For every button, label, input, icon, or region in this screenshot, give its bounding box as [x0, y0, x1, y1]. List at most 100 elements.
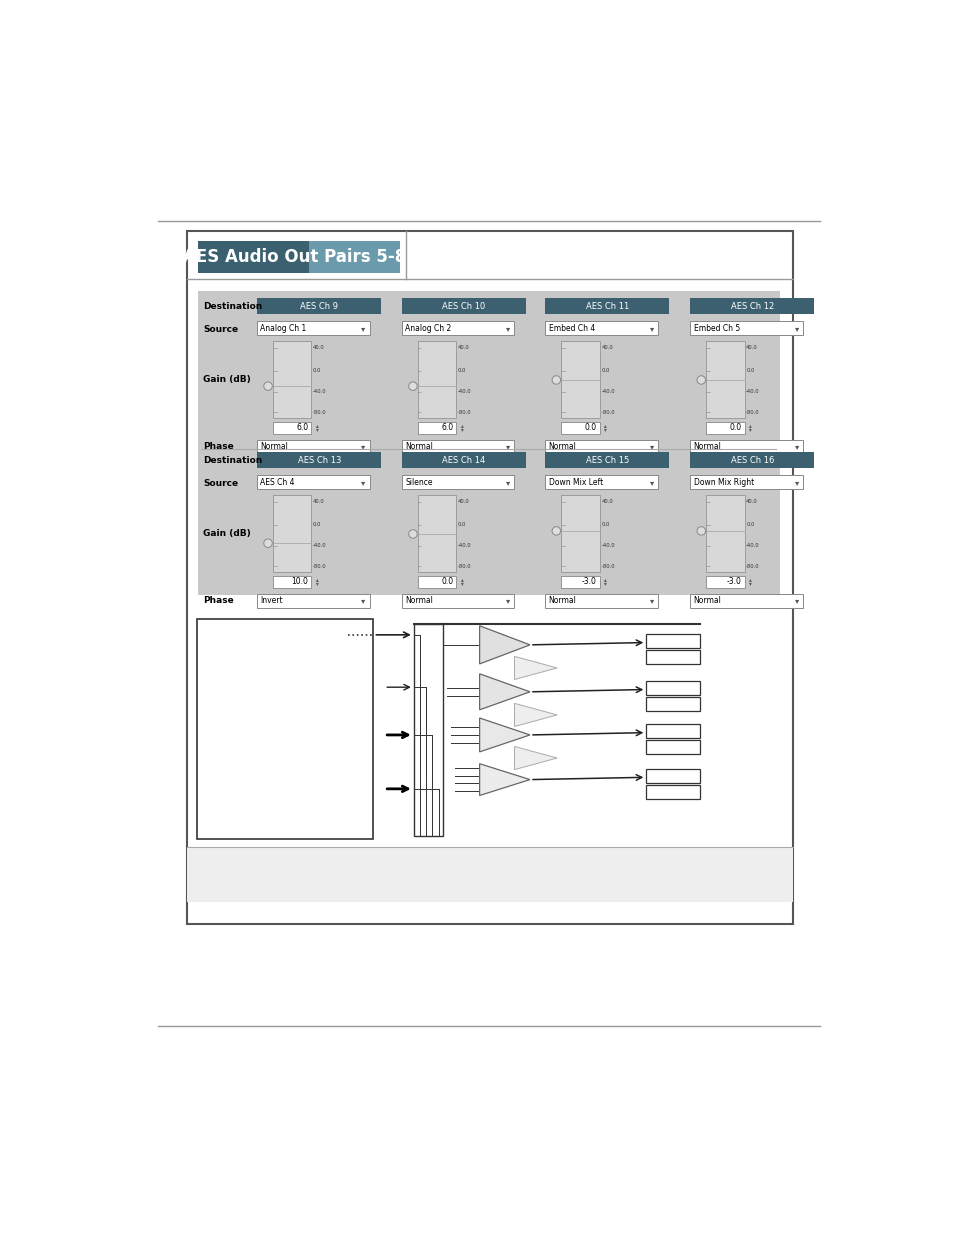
Bar — [690, 475, 802, 489]
Text: Destination: Destination — [203, 456, 262, 464]
Text: 0.0: 0.0 — [600, 522, 609, 527]
Text: AES Ch 16: AES Ch 16 — [730, 456, 773, 464]
Text: AES Ch 14: AES Ch 14 — [442, 456, 485, 464]
Text: -40.0: -40.0 — [745, 543, 759, 548]
Bar — [402, 321, 514, 336]
Bar — [690, 594, 802, 608]
Polygon shape — [479, 763, 530, 795]
Bar — [705, 576, 744, 588]
Text: ▾: ▾ — [361, 597, 365, 605]
Text: AES Ch 9: AES Ch 9 — [300, 301, 338, 310]
Text: 0.0: 0.0 — [745, 522, 754, 527]
Bar — [560, 341, 599, 419]
Text: 40.0: 40.0 — [313, 345, 324, 351]
Bar — [705, 341, 744, 419]
Bar — [257, 299, 381, 314]
Text: ▴: ▴ — [604, 422, 606, 427]
Text: Destination: Destination — [203, 301, 262, 310]
Circle shape — [697, 526, 705, 535]
Text: Source: Source — [203, 479, 238, 488]
Text: Invert: Invert — [260, 597, 283, 605]
Bar — [187, 231, 793, 924]
Text: -40.0: -40.0 — [313, 389, 326, 394]
Text: ▾: ▾ — [604, 582, 606, 587]
Text: ▾: ▾ — [748, 582, 751, 587]
Bar — [402, 299, 525, 314]
Text: -80.0: -80.0 — [600, 410, 615, 415]
Bar — [198, 290, 779, 595]
Bar — [273, 421, 311, 433]
Text: Embed Ch 4: Embed Ch 4 — [548, 324, 595, 333]
Circle shape — [697, 375, 705, 384]
Text: 40.0: 40.0 — [457, 499, 469, 504]
Text: Normal: Normal — [405, 442, 433, 452]
Text: ▾: ▾ — [460, 582, 463, 587]
Text: Normal: Normal — [693, 442, 720, 452]
Text: Analog Ch 2: Analog Ch 2 — [405, 324, 451, 333]
Bar — [545, 475, 658, 489]
Bar — [257, 321, 369, 336]
Text: ▴: ▴ — [748, 422, 751, 427]
Text: -3.0: -3.0 — [726, 577, 740, 587]
Text: 0.0: 0.0 — [729, 424, 740, 432]
Text: ▾: ▾ — [315, 427, 318, 432]
Text: -40.0: -40.0 — [457, 543, 471, 548]
Text: 0.0: 0.0 — [313, 368, 321, 373]
Bar — [402, 452, 525, 468]
Text: ▾: ▾ — [794, 478, 798, 487]
Text: Normal: Normal — [693, 597, 720, 605]
Text: Phase: Phase — [203, 442, 233, 452]
Text: -80.0: -80.0 — [600, 564, 615, 569]
Bar — [690, 452, 814, 468]
Circle shape — [408, 382, 416, 390]
Circle shape — [552, 375, 560, 384]
Text: Silence: Silence — [405, 478, 433, 487]
Text: AES Ch 11: AES Ch 11 — [585, 301, 628, 310]
Bar — [560, 421, 599, 433]
Bar — [645, 785, 700, 799]
Text: ▴: ▴ — [460, 422, 463, 427]
Bar — [645, 680, 700, 695]
Text: Gain (dB): Gain (dB) — [203, 530, 251, 538]
Text: 40.0: 40.0 — [600, 499, 613, 504]
Text: -40.0: -40.0 — [745, 389, 759, 394]
Bar — [417, 576, 456, 588]
Text: ▾: ▾ — [460, 427, 463, 432]
Text: -80.0: -80.0 — [745, 410, 759, 415]
Text: AES Ch 15: AES Ch 15 — [585, 456, 628, 464]
Bar — [417, 341, 456, 419]
Text: Normal: Normal — [548, 442, 576, 452]
Text: ▾: ▾ — [361, 478, 365, 487]
Polygon shape — [479, 718, 530, 752]
Bar — [545, 321, 658, 336]
Bar — [198, 241, 309, 273]
Text: ▾: ▾ — [794, 442, 798, 452]
Bar — [705, 495, 744, 573]
Text: ▾: ▾ — [506, 324, 510, 333]
Text: ▾: ▾ — [361, 442, 365, 452]
Text: -3.0: -3.0 — [581, 577, 596, 587]
Text: ▾: ▾ — [649, 597, 653, 605]
Text: ▴: ▴ — [315, 422, 318, 427]
Text: Embed Ch 5: Embed Ch 5 — [693, 324, 739, 333]
Circle shape — [552, 526, 560, 535]
Text: 40.0: 40.0 — [313, 499, 324, 504]
Text: ▾: ▾ — [748, 427, 751, 432]
Text: ▾: ▾ — [604, 427, 606, 432]
Text: -40.0: -40.0 — [600, 543, 615, 548]
Text: 40.0: 40.0 — [745, 345, 758, 351]
Text: Down Mix Right: Down Mix Right — [693, 478, 753, 487]
Bar — [560, 576, 599, 588]
Text: ▾: ▾ — [506, 442, 510, 452]
Text: AES Ch 13: AES Ch 13 — [297, 456, 340, 464]
Bar — [560, 495, 599, 573]
Text: 40.0: 40.0 — [745, 499, 758, 504]
Text: -40.0: -40.0 — [313, 543, 326, 548]
Polygon shape — [514, 704, 557, 726]
Text: -40.0: -40.0 — [600, 389, 615, 394]
Text: Gain (dB): Gain (dB) — [203, 375, 251, 384]
Text: AES Ch 10: AES Ch 10 — [442, 301, 485, 310]
Circle shape — [264, 538, 272, 547]
Text: AES Audio Out Pairs 5-8: AES Audio Out Pairs 5-8 — [183, 248, 406, 266]
Bar — [645, 634, 700, 648]
